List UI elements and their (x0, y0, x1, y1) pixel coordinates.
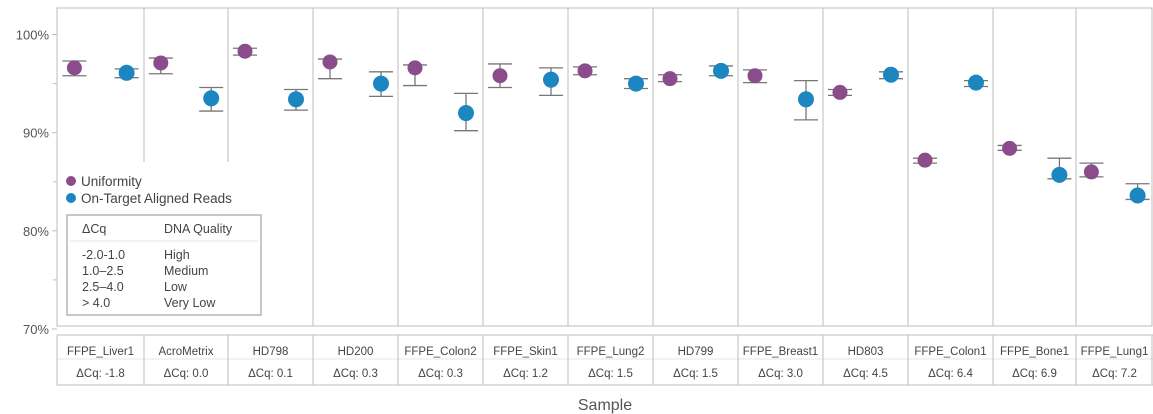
dna-quality-header-dcq: ΔCq (82, 222, 106, 236)
series-on-target-aligned-reads (114, 62, 1150, 204)
x-tick-sublabel: ΔCq: 6.9 (1012, 368, 1057, 380)
data-point (322, 54, 338, 70)
series-uniformity (62, 43, 1104, 180)
x-tick-label: FFPE_Lung1 (1081, 346, 1149, 358)
data-point (713, 62, 729, 79)
data-point (968, 74, 984, 91)
data-point (288, 91, 304, 108)
legend-label: Uniformity (81, 174, 142, 189)
x-tick-label: AcroMetrix (159, 346, 214, 358)
data-point (1051, 166, 1068, 183)
data-point (407, 60, 423, 76)
data-point (662, 71, 678, 87)
x-tick-sublabel: ΔCq: 1.5 (588, 368, 633, 380)
data-point (747, 68, 763, 84)
x-tick-sublabel: ΔCq: 0.1 (248, 368, 293, 380)
x-tick-sublabel: ΔCq: 3.0 (758, 368, 803, 380)
dna-quality-row-quality: High (164, 248, 190, 262)
x-tick-label: HD200 (338, 346, 374, 358)
data-point (1083, 164, 1099, 180)
legend: Uniformity On-Target Aligned Reads (66, 174, 232, 206)
category-table: FFPE_Liver1 ΔCq: -1.8 AcroMetrix ΔCq: 0.0 HD… (56, 334, 1153, 386)
x-tick-label: HD799 (678, 346, 714, 358)
dna-quality-header-quality: DNA Quality (164, 222, 233, 236)
data-point (628, 75, 644, 92)
x-tick-label: HD803 (848, 346, 884, 358)
x-tick-sublabel: ΔCq: 1.2 (503, 368, 548, 380)
dna-quality-table-frame (66, 214, 262, 316)
dna-quality-row-quality: Very Low (164, 296, 216, 310)
data-point (203, 90, 220, 107)
data-point (883, 66, 899, 83)
x-tick-label: HD798 (253, 346, 289, 358)
y-tick-label: 70% (23, 322, 49, 337)
dna-quality-row-dcq: 2.5–4.0 (82, 280, 124, 294)
y-tick-label: 80% (23, 224, 49, 239)
legend-label: On-Target Aligned Reads (81, 191, 232, 206)
x-tick-label: FFPE_Breast1 (743, 346, 818, 358)
dna-quality-row-dcq: 1.0–2.5 (82, 264, 124, 278)
x-tick-label: FFPE_Lung2 (577, 346, 645, 358)
x-tick-sublabel: ΔCq: 6.4 (928, 368, 973, 380)
data-point (832, 84, 848, 100)
data-point (492, 68, 508, 84)
x-tick-sublabel: ΔCq: 7.2 (1092, 368, 1137, 380)
data-point (153, 55, 169, 71)
x-tick-label: FFPE_Liver1 (67, 346, 134, 358)
data-point (917, 152, 933, 168)
data-point (118, 64, 135, 81)
data-point (237, 43, 253, 59)
dna-quality-row-dcq: -2.0-1.0 (82, 248, 125, 262)
dna-quality-table: ΔCq DNA Quality -2.0-1.0 High 1.0–2.5 Medium 2… (66, 214, 262, 316)
x-tick-sublabel: ΔCq: -1.8 (76, 368, 125, 380)
y-tick-label: 100% (16, 28, 50, 43)
data-point (577, 63, 593, 79)
dna-quality-row-quality: Medium (164, 264, 208, 278)
y-axis: 100% 90% 80% 70% (16, 28, 57, 337)
dna-quality-row-quality: Low (164, 280, 188, 294)
plot-frame (56, 7, 1153, 327)
x-axis-label: Sample (578, 397, 632, 414)
data-point (66, 60, 82, 76)
x-tick-sublabel: ΔCq: 0.3 (333, 368, 378, 380)
data-point (798, 91, 814, 108)
dna-quality-row-dcq: > 4.0 (82, 296, 110, 310)
data-point (1129, 187, 1146, 204)
x-tick-label: FFPE_Skin1 (493, 346, 558, 358)
x-tick-label: FFPE_Bone1 (1000, 346, 1069, 358)
x-tick-label: FFPE_Colon1 (914, 346, 986, 358)
y-tick-label: 90% (23, 126, 49, 141)
data-point (458, 105, 474, 122)
x-tick-sublabel: ΔCq: 4.5 (843, 368, 888, 380)
legend-marker (66, 176, 76, 186)
x-tick-label: FFPE_Colon2 (404, 346, 476, 358)
x-tick-sublabel: ΔCq: 0.0 (164, 368, 209, 380)
x-tick-sublabel: ΔCq: 1.5 (673, 368, 718, 380)
legend-marker (66, 193, 76, 203)
data-point (543, 71, 559, 88)
x-tick-sublabel: ΔCq: 0.3 (418, 368, 463, 380)
data-point (373, 75, 389, 92)
data-point (1002, 140, 1018, 156)
